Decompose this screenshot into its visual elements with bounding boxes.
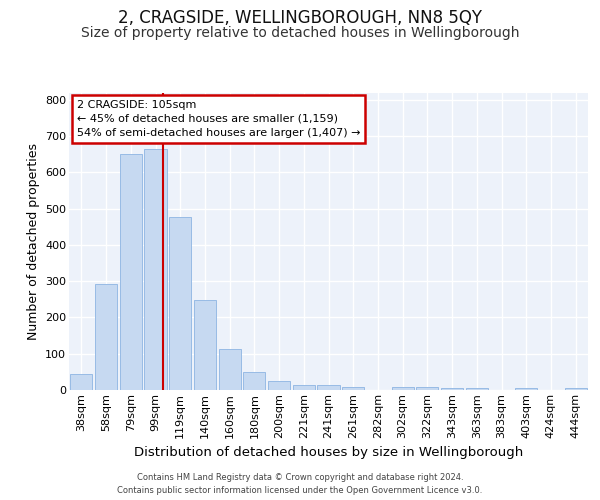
Bar — [169, 217, 191, 390]
Bar — [392, 388, 414, 390]
Text: 2, CRAGSIDE, WELLINGBOROUGH, NN8 5QY: 2, CRAGSIDE, WELLINGBOROUGH, NN8 5QY — [118, 9, 482, 27]
Text: Size of property relative to detached houses in Wellingborough: Size of property relative to detached ho… — [81, 26, 519, 40]
Text: 2 CRAGSIDE: 105sqm
← 45% of detached houses are smaller (1,159)
54% of semi-deta: 2 CRAGSIDE: 105sqm ← 45% of detached hou… — [77, 100, 360, 138]
Bar — [218, 349, 241, 390]
Bar — [466, 388, 488, 390]
Bar — [441, 388, 463, 390]
Bar — [416, 387, 439, 390]
Y-axis label: Number of detached properties: Number of detached properties — [26, 143, 40, 340]
Bar — [515, 388, 538, 390]
Text: Contains HM Land Registry data © Crown copyright and database right 2024.
Contai: Contains HM Land Registry data © Crown c… — [118, 473, 482, 495]
Bar — [119, 154, 142, 390]
Bar — [145, 148, 167, 390]
Bar — [293, 384, 315, 390]
Bar — [268, 380, 290, 390]
X-axis label: Distribution of detached houses by size in Wellingborough: Distribution of detached houses by size … — [134, 446, 523, 459]
Bar — [95, 284, 117, 390]
Bar — [194, 300, 216, 390]
Bar — [342, 387, 364, 390]
Bar — [243, 372, 265, 390]
Bar — [70, 374, 92, 390]
Bar — [565, 388, 587, 390]
Bar — [317, 385, 340, 390]
